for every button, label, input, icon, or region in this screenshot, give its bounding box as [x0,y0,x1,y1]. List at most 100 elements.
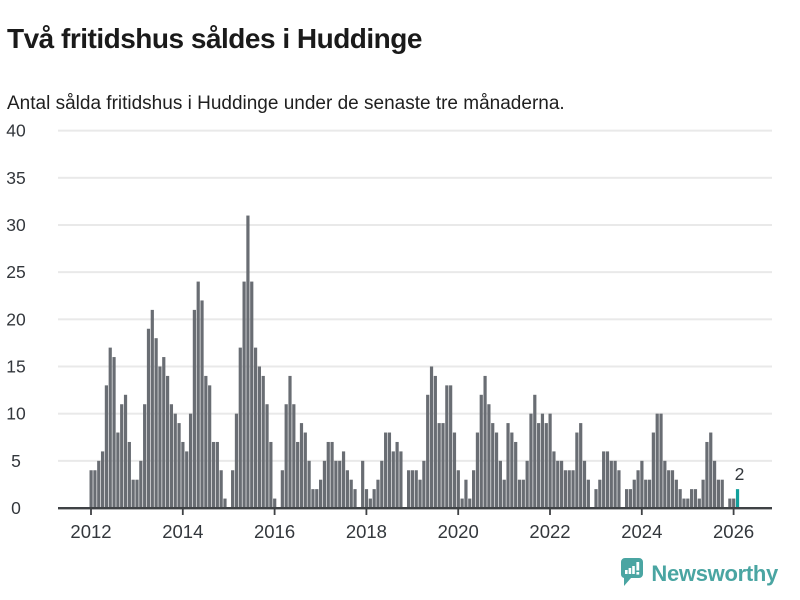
bar [602,451,606,508]
bar [319,479,323,508]
bar [131,479,135,508]
bar [625,489,629,508]
bar [116,432,120,508]
bar [433,375,437,508]
bar [372,489,376,508]
bar [667,470,671,508]
bar [686,498,690,508]
bar [605,451,610,508]
y-axis-tick-label: 0 [11,498,21,518]
bar [368,498,372,508]
bar [387,432,392,508]
bar [380,460,384,508]
bar [181,441,185,508]
bar [261,375,265,508]
gridline [58,412,772,415]
x-axis-tick-label: 2014 [162,521,203,542]
bar [146,328,151,508]
bar [659,413,663,508]
x-axis-tick-label: 2018 [346,521,387,542]
bar [315,489,319,508]
bar [452,432,457,508]
bar [169,404,174,508]
bar [571,470,575,508]
bar [150,309,154,508]
bar [204,375,208,508]
bar [273,498,277,508]
axis-tick [181,509,184,515]
bar [690,489,694,508]
bar [100,451,105,508]
bar [391,451,395,508]
bar [716,479,720,508]
bar [265,404,269,508]
bar [166,375,170,508]
axis-tick [90,509,92,515]
y-axis-tick-label: 5 [11,451,21,471]
bar [468,498,472,508]
bar [670,470,675,508]
highlighted-bar [735,489,740,508]
bar [143,404,147,508]
bar [705,441,709,508]
bar [89,470,93,508]
bar [338,460,342,508]
bar [422,460,426,508]
bar [594,489,598,508]
bar [200,300,204,508]
axis-tick [549,509,551,515]
bar [296,441,300,508]
y-axis-tick-label: 30 [6,215,26,235]
bar [582,460,587,508]
bar [640,460,644,508]
sales-bar-chart: 2012 2014 2016 2018 2020 2022 2024 2026 0 5 10 15 20… [6,121,772,542]
bar [364,489,369,508]
bar [479,394,483,508]
bar [720,479,724,508]
bar [537,423,541,508]
x-axis-tick-label: 2024 [621,521,662,542]
bar [426,394,430,508]
bar [693,489,698,508]
bar [299,423,304,508]
bar [579,423,583,508]
bar [307,460,311,508]
bar [384,432,388,508]
bar [506,423,510,508]
bar [567,470,571,508]
bar [349,479,353,508]
bar [311,489,315,508]
x-axis-tick-label: 2016 [254,521,295,542]
bar [728,498,732,508]
bar [376,479,380,508]
bar [97,460,101,508]
bar [449,385,453,508]
bar [701,479,705,508]
axis-tick [640,509,643,515]
bar [410,470,414,508]
bar [292,404,296,508]
bar [682,498,686,508]
bar [399,451,403,508]
bar [429,366,434,508]
axis-tick [732,509,735,515]
gridline [58,459,772,462]
bar [280,470,284,508]
x-axis-tick-label: 2012 [70,521,111,542]
bar [219,470,223,508]
bar [575,432,579,508]
bar [242,281,246,508]
y-axis-tick-label: 15 [6,356,25,376]
bar [135,479,139,508]
bar [395,441,399,508]
bar [548,413,552,508]
bar [361,460,365,508]
page-title: Två fritidshus såldes i Huddinge [7,22,422,54]
bar [414,470,418,508]
bar [188,413,193,508]
bar [177,423,181,508]
newsworthy-logo: Newsworthy [620,557,778,590]
bar [441,423,445,508]
bar [104,385,108,508]
bar [456,470,460,508]
